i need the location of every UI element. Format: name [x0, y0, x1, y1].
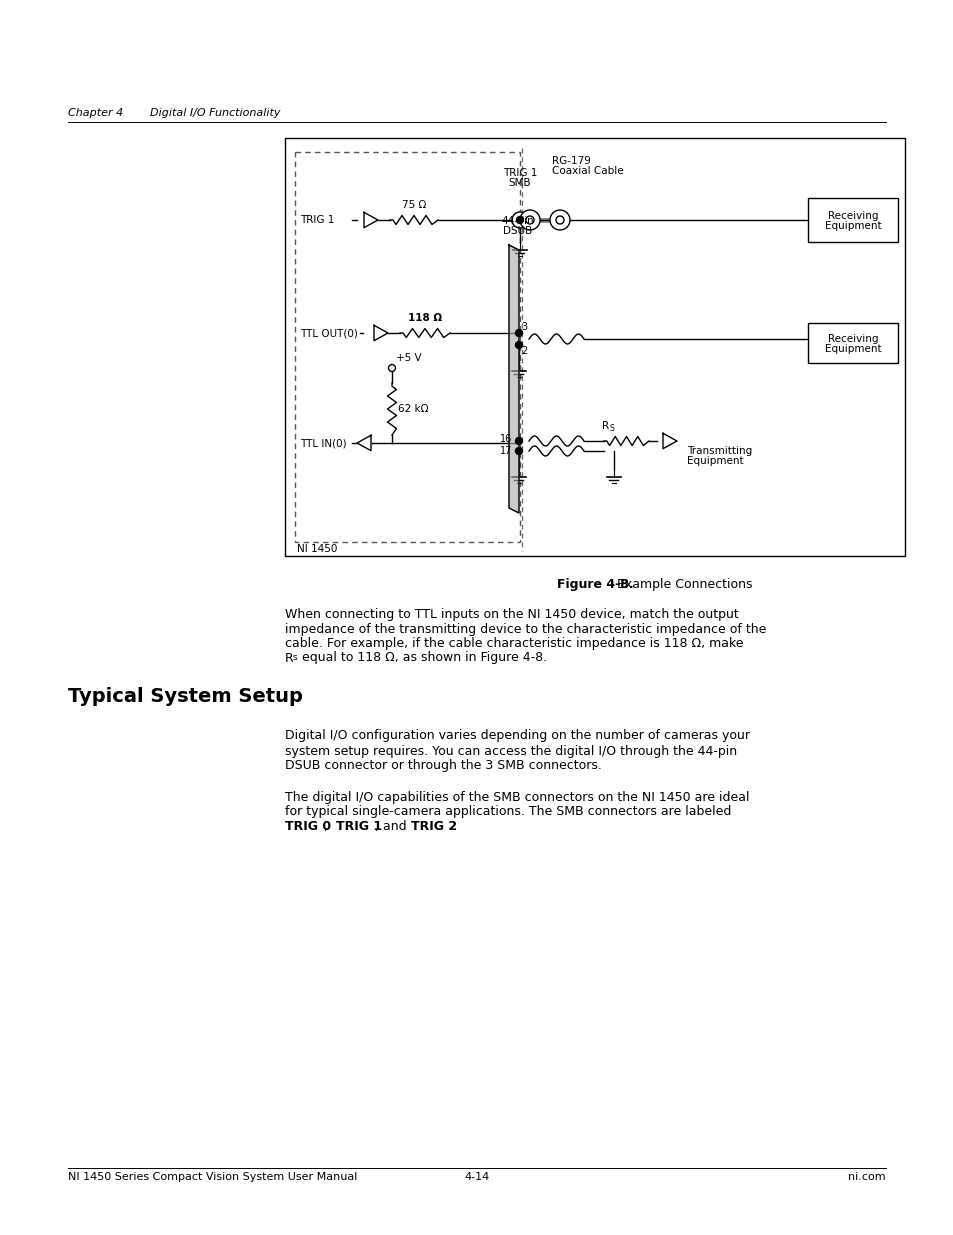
Text: Digital I/O configuration varies depending on the number of cameras your
system : Digital I/O configuration varies dependi…: [285, 730, 749, 773]
Text: Figure 4-8.: Figure 4-8.: [557, 578, 633, 592]
Text: When connecting to TTL inputs on the NI 1450 device, match the output: When connecting to TTL inputs on the NI …: [285, 608, 738, 621]
Text: Chapter 4: Chapter 4: [68, 107, 123, 119]
Text: 17: 17: [499, 446, 512, 456]
Text: 75 Ω: 75 Ω: [401, 200, 426, 210]
Text: TRIG 0: TRIG 0: [285, 820, 331, 832]
Text: S: S: [609, 424, 614, 433]
Circle shape: [515, 437, 522, 445]
Text: cable. For example, if the cable characteristic impedance is 118 Ω, make: cable. For example, if the cable charact…: [285, 637, 742, 650]
Text: DSUB: DSUB: [503, 226, 532, 236]
Text: NI 1450 Series Compact Vision System User Manual: NI 1450 Series Compact Vision System Use…: [68, 1172, 357, 1182]
Text: TRIG 1: TRIG 1: [335, 820, 382, 832]
Circle shape: [388, 364, 395, 372]
Text: R: R: [285, 652, 294, 664]
Circle shape: [556, 216, 563, 224]
Text: Receiving: Receiving: [827, 333, 878, 345]
Text: Example Connections: Example Connections: [608, 578, 752, 592]
Text: TTL IN(0): TTL IN(0): [299, 438, 346, 448]
Circle shape: [525, 216, 534, 224]
Text: Coaxial Cable: Coaxial Cable: [552, 165, 623, 177]
Text: , and: , and: [375, 820, 410, 832]
Text: 44-Pin: 44-Pin: [501, 216, 534, 226]
Text: 62 kΩ: 62 kΩ: [397, 404, 428, 414]
Text: TRIG 2: TRIG 2: [411, 820, 456, 832]
Text: SMB: SMB: [508, 178, 531, 188]
Text: Typical System Setup: Typical System Setup: [68, 688, 302, 706]
Text: NI 1450: NI 1450: [296, 543, 337, 555]
Text: 3: 3: [520, 322, 527, 332]
Text: Equipment: Equipment: [823, 345, 881, 354]
Polygon shape: [662, 433, 677, 448]
Text: Receiving: Receiving: [827, 211, 878, 221]
Text: equal to 118 Ω, as shown in Figure 4-8.: equal to 118 Ω, as shown in Figure 4-8.: [298, 652, 547, 664]
Polygon shape: [356, 435, 371, 451]
Text: s: s: [293, 653, 296, 662]
Text: R: R: [601, 421, 608, 431]
Circle shape: [515, 330, 522, 336]
Polygon shape: [374, 325, 388, 341]
Polygon shape: [364, 212, 377, 227]
Circle shape: [519, 210, 539, 230]
Text: ni.com: ni.com: [847, 1172, 885, 1182]
Bar: [807, 324, 897, 363]
Text: Equipment: Equipment: [686, 456, 742, 466]
Circle shape: [550, 210, 569, 230]
Polygon shape: [509, 245, 518, 513]
Text: for typical single-camera applications. The SMB connectors are labeled: for typical single-camera applications. …: [285, 805, 731, 819]
Text: RG-179: RG-179: [552, 156, 590, 165]
Text: .: .: [450, 820, 454, 832]
Text: 16: 16: [499, 433, 512, 445]
Text: impedance of the transmitting device to the characteristic impedance of the: impedance of the transmitting device to …: [285, 622, 765, 636]
Text: TTL OUT(0): TTL OUT(0): [299, 329, 357, 338]
Text: +5 V: +5 V: [395, 353, 421, 363]
Text: Digital I/O Functionality: Digital I/O Functionality: [150, 107, 280, 119]
Circle shape: [515, 447, 522, 454]
Bar: [285, 138, 904, 556]
Circle shape: [512, 212, 527, 228]
Bar: [807, 198, 897, 242]
Text: The digital I/O capabilities of the SMB connectors on the NI 1450 are ideal: The digital I/O capabilities of the SMB …: [285, 790, 749, 804]
Text: 2: 2: [520, 346, 527, 356]
Text: TRIG 1: TRIG 1: [502, 168, 537, 178]
Text: Transmitting: Transmitting: [686, 446, 752, 456]
Circle shape: [515, 342, 522, 348]
Text: 4-14: 4-14: [464, 1172, 489, 1182]
Text: ,: ,: [324, 820, 332, 832]
Text: Equipment: Equipment: [823, 221, 881, 231]
Bar: [294, 152, 519, 542]
Text: TRIG 1: TRIG 1: [299, 215, 334, 225]
Circle shape: [516, 216, 523, 224]
Text: 118 Ω: 118 Ω: [408, 312, 441, 324]
